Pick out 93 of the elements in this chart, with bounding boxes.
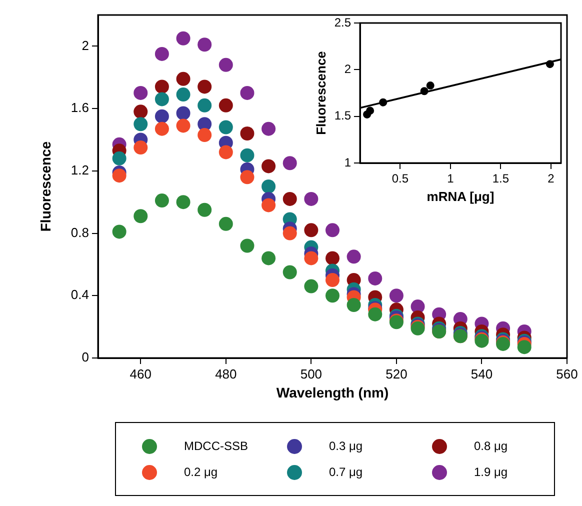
point bbox=[154, 80, 169, 94]
point bbox=[379, 98, 388, 106]
point bbox=[218, 98, 233, 112]
point bbox=[546, 60, 554, 68]
point bbox=[112, 168, 126, 183]
point bbox=[262, 122, 276, 136]
point bbox=[218, 216, 233, 231]
y-tick-label: 2 bbox=[82, 38, 89, 53]
point bbox=[346, 298, 361, 312]
point bbox=[240, 148, 254, 162]
x-tick-label: 0.5 bbox=[392, 172, 409, 186]
point bbox=[240, 170, 254, 184]
point bbox=[304, 192, 318, 206]
point bbox=[304, 279, 318, 294]
x-tick-label: 1 bbox=[447, 172, 454, 186]
point bbox=[240, 86, 254, 100]
point bbox=[198, 202, 212, 217]
point bbox=[517, 340, 532, 354]
point bbox=[262, 159, 276, 174]
point bbox=[304, 251, 318, 266]
point bbox=[176, 88, 190, 102]
y-axis-title: Fluorescence bbox=[313, 51, 328, 135]
point bbox=[346, 250, 361, 264]
x-tick-label: 540 bbox=[470, 366, 493, 382]
point bbox=[304, 223, 318, 238]
x-tick-label: 2 bbox=[548, 172, 555, 186]
point bbox=[368, 271, 382, 286]
point bbox=[112, 151, 126, 166]
point bbox=[176, 72, 190, 86]
point bbox=[262, 198, 276, 212]
legend-label: MDCC-SSB bbox=[184, 439, 248, 453]
x-tick-label: 560 bbox=[556, 366, 578, 382]
point bbox=[154, 109, 169, 124]
x-tick-label: 460 bbox=[130, 366, 152, 382]
point bbox=[389, 288, 404, 303]
x-axis-title: mRNA [μg] bbox=[426, 188, 494, 204]
point bbox=[134, 140, 148, 155]
y-tick-label: 1.2 bbox=[70, 162, 89, 178]
point bbox=[240, 126, 254, 140]
point bbox=[326, 288, 340, 303]
point bbox=[282, 226, 297, 240]
point bbox=[134, 104, 148, 119]
point bbox=[154, 194, 169, 208]
y-axis-title: Fluorescence bbox=[37, 141, 54, 232]
y-tick-label: 0.4 bbox=[70, 287, 89, 302]
point bbox=[218, 145, 233, 160]
legend-label: 0.7 μg bbox=[329, 465, 363, 479]
legend-label: 0.2 μg bbox=[184, 465, 218, 479]
x-tick-label: 520 bbox=[386, 366, 408, 382]
x-axis-title: Wavelength (nm) bbox=[276, 384, 389, 400]
point bbox=[262, 180, 276, 194]
point bbox=[134, 86, 148, 100]
point bbox=[154, 46, 169, 61]
point bbox=[218, 120, 233, 134]
point bbox=[198, 128, 212, 142]
point bbox=[176, 106, 190, 120]
point bbox=[326, 273, 340, 288]
y-tick-label: 0.8 bbox=[70, 224, 89, 240]
point bbox=[154, 122, 169, 136]
y-tick-label: 1.6 bbox=[70, 100, 89, 116]
point bbox=[198, 80, 212, 94]
point bbox=[176, 195, 190, 210]
y-tick-label: 1.5 bbox=[334, 108, 352, 123]
legend-label: 1.9 μg bbox=[474, 465, 508, 479]
point bbox=[326, 251, 340, 266]
y-tick-label: 0 bbox=[82, 350, 89, 365]
point bbox=[198, 98, 212, 112]
point bbox=[240, 238, 254, 253]
point bbox=[198, 38, 212, 52]
x-tick-label: 1.5 bbox=[492, 172, 510, 186]
point bbox=[326, 223, 340, 238]
point bbox=[218, 58, 233, 72]
point bbox=[154, 92, 169, 106]
x-tick-label: 480 bbox=[215, 366, 237, 382]
point bbox=[282, 156, 297, 170]
y-tick-label: 2.5 bbox=[334, 15, 352, 30]
point bbox=[262, 251, 276, 266]
point bbox=[282, 265, 297, 280]
x-tick-label: 500 bbox=[300, 366, 322, 382]
y-tick-label: 2 bbox=[344, 62, 352, 76]
point bbox=[112, 224, 126, 239]
point bbox=[366, 106, 374, 115]
legend-label: 0.3 μg bbox=[329, 439, 363, 453]
point bbox=[368, 307, 382, 322]
point bbox=[134, 209, 148, 224]
y-tick-label: 1 bbox=[344, 155, 352, 170]
point bbox=[134, 117, 148, 132]
point bbox=[176, 31, 190, 46]
point bbox=[426, 82, 434, 90]
point bbox=[176, 118, 190, 133]
legend-label: 0.8 μg bbox=[474, 439, 508, 453]
point bbox=[282, 192, 297, 206]
point bbox=[420, 87, 428, 96]
